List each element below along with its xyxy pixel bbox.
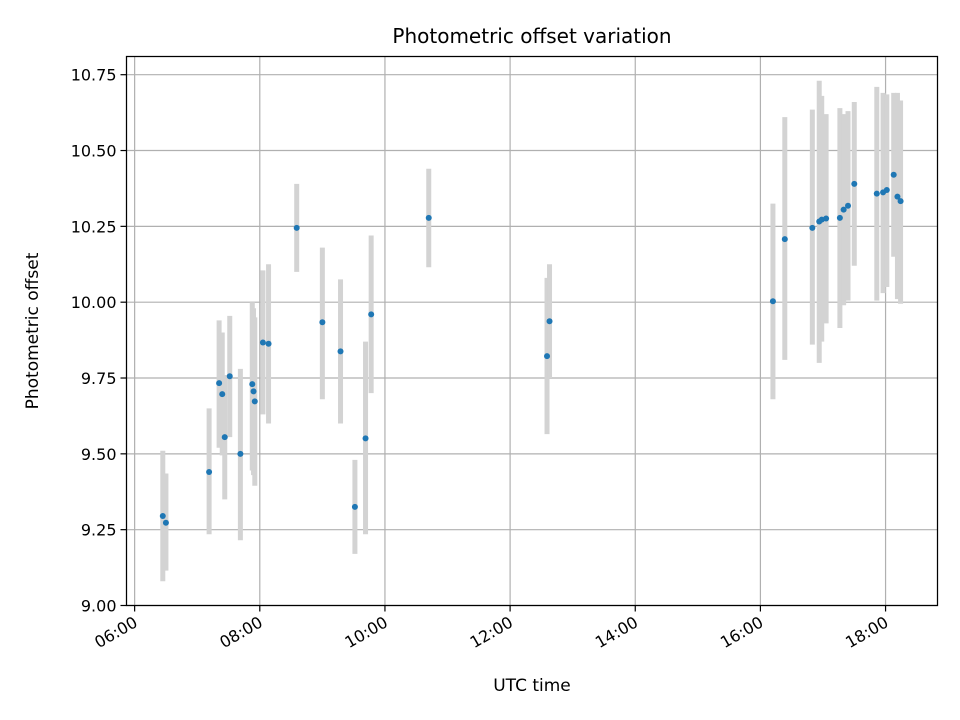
data-point bbox=[351, 503, 358, 510]
data-point bbox=[845, 202, 852, 209]
data-point bbox=[259, 339, 266, 346]
data-point bbox=[265, 340, 272, 347]
y-tick-label: 9.25 bbox=[81, 521, 117, 540]
data-point bbox=[769, 298, 776, 305]
data-point bbox=[425, 214, 432, 221]
data-point bbox=[897, 198, 904, 205]
plot-frame bbox=[125, 55, 939, 607]
data-point bbox=[368, 311, 375, 318]
data-point bbox=[159, 513, 166, 520]
data-point bbox=[890, 171, 897, 178]
data-point bbox=[362, 435, 369, 442]
x-axis-title: UTC time bbox=[493, 676, 571, 696]
data-point bbox=[546, 318, 553, 325]
data-point bbox=[840, 206, 847, 213]
data-point bbox=[319, 319, 326, 326]
data-point bbox=[226, 373, 233, 380]
data-point bbox=[162, 519, 169, 526]
data-point bbox=[544, 353, 551, 360]
y-tick-label: 10.25 bbox=[71, 217, 117, 236]
data-point bbox=[836, 214, 843, 221]
data-point bbox=[250, 388, 257, 395]
data-points bbox=[159, 171, 904, 526]
data-point bbox=[237, 450, 244, 457]
data-point bbox=[337, 348, 344, 355]
data-point bbox=[873, 190, 880, 197]
data-point bbox=[781, 236, 788, 243]
data-point bbox=[216, 380, 223, 387]
y-tick-label: 10.50 bbox=[71, 142, 117, 161]
y-tick-label: 10.00 bbox=[71, 293, 117, 312]
data-point bbox=[894, 193, 901, 200]
data-point bbox=[823, 215, 830, 222]
data-point bbox=[883, 186, 890, 193]
data-point bbox=[219, 391, 226, 398]
y-tick-label: 10.75 bbox=[71, 66, 117, 85]
y-axis-ticks: 9.00 9.25 9.50 9.75 10.00 10.25 10.50 10.75 bbox=[71, 66, 127, 616]
data-point bbox=[851, 180, 858, 187]
data-point bbox=[206, 469, 213, 476]
data-point bbox=[293, 224, 300, 231]
y-axis-title: Photometric offset bbox=[23, 252, 43, 409]
y-tick-label: 9.50 bbox=[81, 445, 117, 464]
data-point bbox=[249, 381, 256, 388]
y-tick-label: 9.75 bbox=[81, 369, 117, 388]
y-tick-label: 9.00 bbox=[81, 597, 117, 616]
data-point bbox=[251, 398, 258, 405]
data-point bbox=[221, 434, 228, 441]
chart-title: Photometric offset variation bbox=[392, 24, 671, 48]
data-point bbox=[809, 224, 816, 231]
